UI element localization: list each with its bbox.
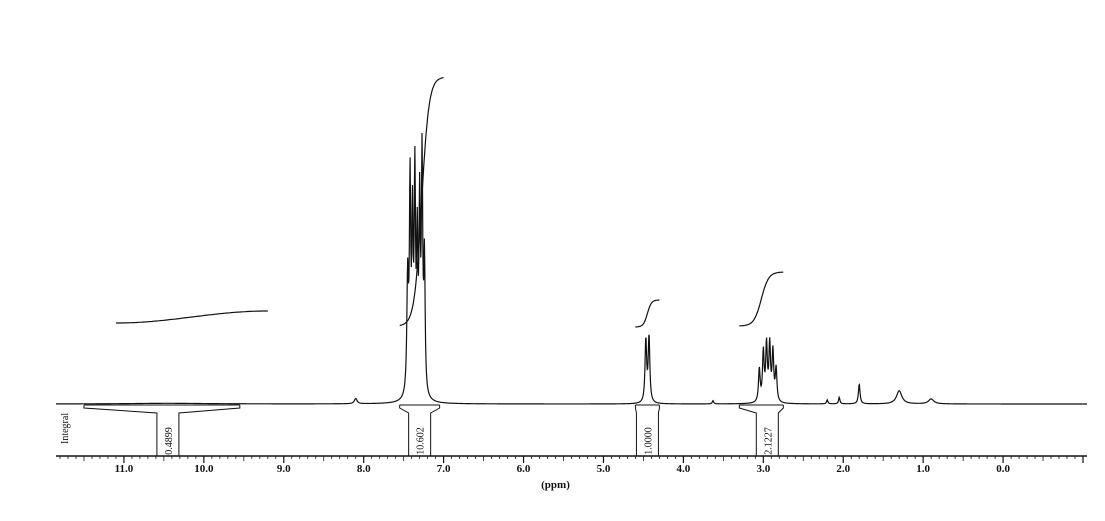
integral-brackets: 0.4899 10.602 1.0000 2.1227 <box>83 404 784 456</box>
x-tick-label: 2.0 <box>836 463 850 475</box>
x-tick-label: 1.0 <box>916 463 930 475</box>
x-tick-label: 3.0 <box>756 463 770 475</box>
integral-value: 2.1227 <box>763 427 774 455</box>
integral-curves <box>115 77 784 328</box>
x-axis-label: (ppm) <box>541 479 570 491</box>
integral-curve <box>115 310 268 324</box>
integral-curve <box>739 271 784 327</box>
x-tick-label: 5.0 <box>597 463 611 475</box>
integral-value: 1.0000 <box>643 427 654 455</box>
x-axis-ticks: 11.0 10.0 9.0 8.0 7.0 6.0 5.0 4.0 3.0 2.0 1.0 0.0 <box>59 456 1084 475</box>
x-tick-label: 7.0 <box>437 463 451 475</box>
x-tick-label: 6.0 <box>517 463 531 475</box>
integral-value: 10.602 <box>416 427 427 455</box>
x-tick-label: 11.0 <box>115 463 134 475</box>
integral-value: 0.4899 <box>164 427 175 455</box>
integral-bracket: 10.602 <box>399 404 441 456</box>
x-tick-label: 10.0 <box>194 463 214 475</box>
integral-bracket: 0.4899 <box>83 404 241 456</box>
integral-bracket: 2.1227 <box>738 404 784 456</box>
spectrum-trace <box>56 132 1087 405</box>
integral-row-label: Integral <box>60 413 71 444</box>
x-tick-label: 0.0 <box>996 463 1010 475</box>
x-tick-label: 9.0 <box>277 463 291 475</box>
integral-curve <box>635 299 660 328</box>
x-tick-label: 4.0 <box>677 463 691 475</box>
integral-bracket: 1.0000 <box>634 404 660 456</box>
x-tick-label: 8.0 <box>357 463 371 475</box>
